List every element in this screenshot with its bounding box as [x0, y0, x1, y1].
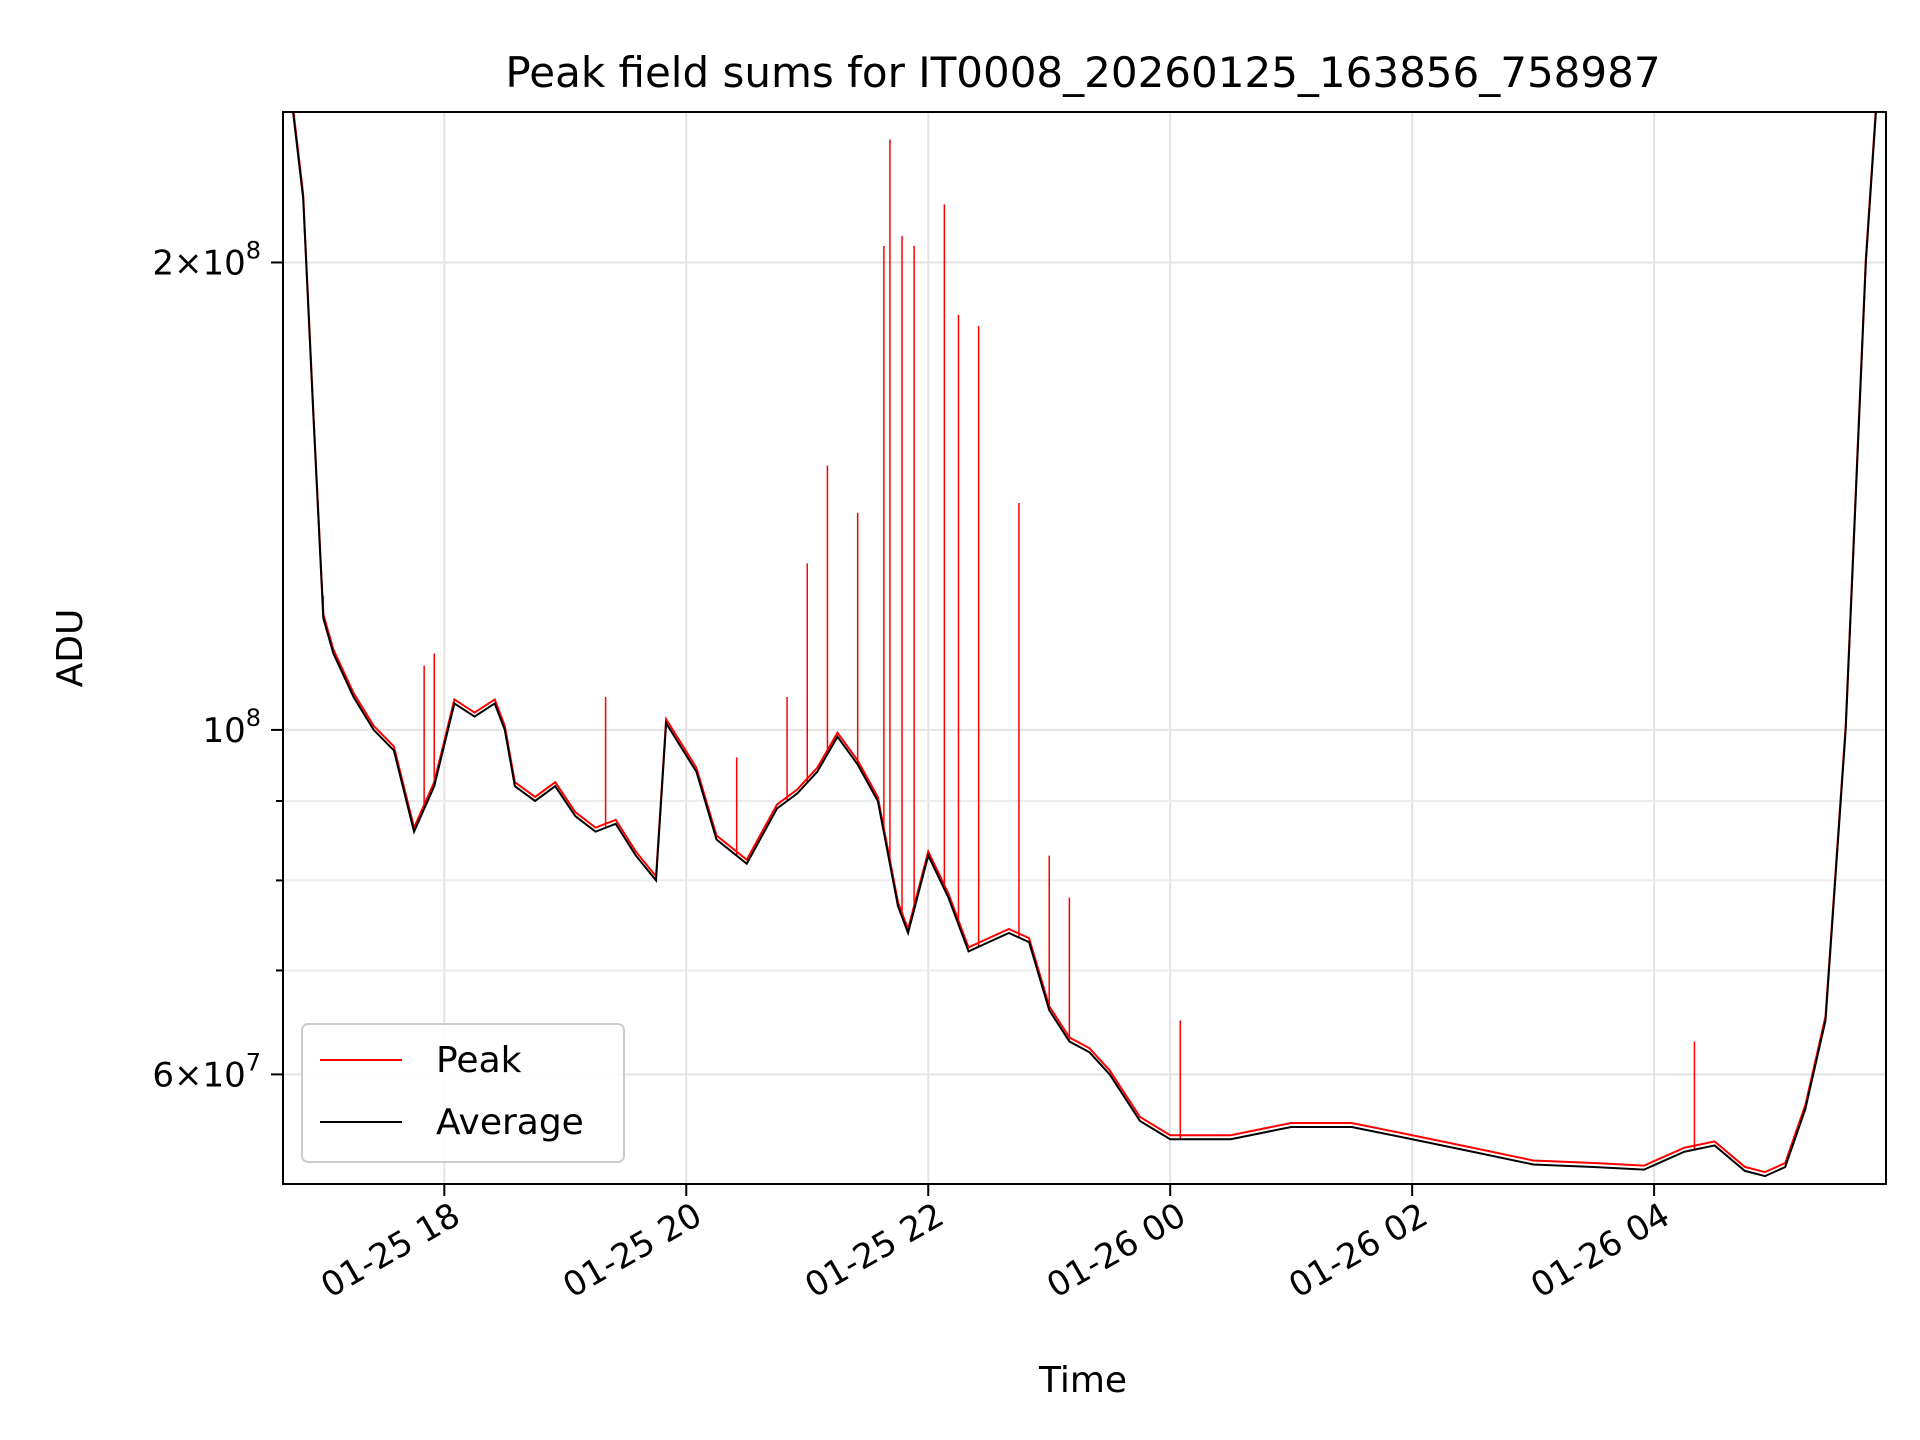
y-tick-label: 2×108	[152, 236, 261, 283]
legend-box	[301, 1023, 625, 1163]
plot-area	[292, 112, 1877, 1178]
legend-label-peak: Peak	[436, 1040, 522, 1081]
plot-frame	[282, 111, 1887, 1185]
grid	[283, 112, 1886, 1184]
chart-title: Peak field sums for IT0008_20260125_1638…	[505, 48, 1660, 97]
y-axis-label: ADU	[50, 609, 91, 688]
y-axis: 6×107 108 2×108	[152, 236, 283, 1095]
legend-label-average: Average	[436, 1102, 584, 1143]
series-line-average	[292, 112, 1877, 1178]
x-axis-label: Time	[1038, 1360, 1127, 1401]
y-tick-label: 108	[202, 704, 261, 751]
legend: Peak Average	[301, 1023, 625, 1163]
y-tick-label: 6×107	[152, 1048, 261, 1095]
